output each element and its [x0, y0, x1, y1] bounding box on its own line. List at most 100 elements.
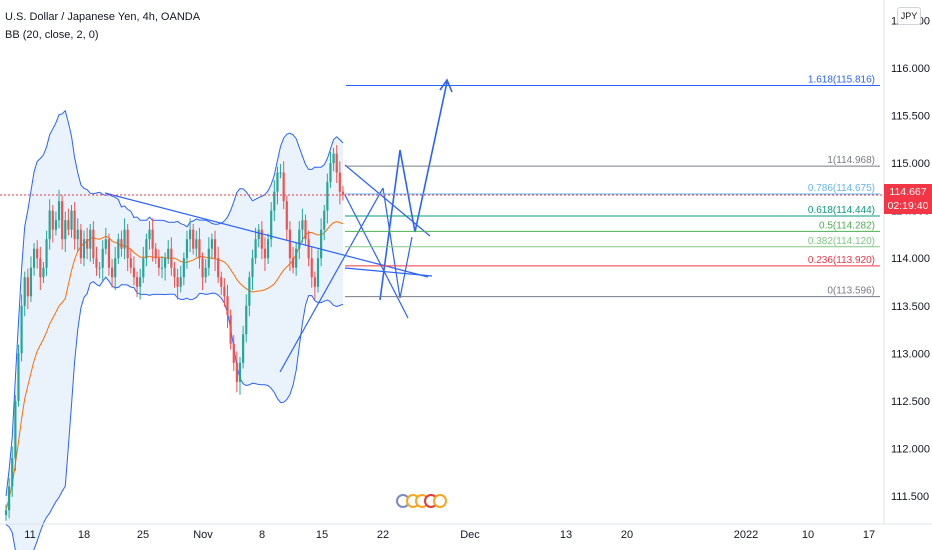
candle-body — [282, 172, 285, 202]
candle-body — [291, 258, 295, 268]
candle-body — [73, 210, 76, 240]
candle-body — [201, 258, 204, 278]
candle-body — [164, 258, 167, 268]
candle-body — [323, 210, 326, 230]
candle-body — [104, 239, 107, 249]
candle-body — [263, 248, 267, 259]
time-tick-label: 13 — [560, 529, 572, 541]
candle-body — [86, 239, 89, 249]
candle-body — [135, 277, 139, 287]
candle-body — [89, 229, 92, 249]
indicator-legend[interactable]: BB (20, close, 2, 0) — [5, 29, 99, 41]
price-tick-label: 116.000 — [891, 63, 930, 75]
candle-body — [79, 229, 82, 259]
candle-body — [126, 229, 129, 259]
event-icon[interactable] — [433, 494, 447, 508]
currency-button[interactable]: JPY — [897, 7, 921, 25]
candle-body — [192, 229, 195, 249]
candle-body — [129, 258, 132, 268]
candle-body — [235, 362, 238, 382]
trend-line — [104, 192, 429, 278]
fibonacci-retracement: 1.618(115.816) 1(114.968) 0.786(114.675) 0.… — [345, 75, 880, 298]
candle-body — [142, 258, 145, 278]
price-tick-label: 112.000 — [891, 443, 930, 455]
candle-body — [23, 277, 26, 306]
fib-level-label: 0.5(114.282) — [819, 220, 875, 231]
candle-body — [226, 296, 229, 316]
candle-body — [145, 239, 148, 259]
time-tick-label: Nov — [193, 529, 213, 541]
trend-line — [344, 194, 409, 319]
candle-body — [304, 220, 307, 240]
price-axis: 111.500 112.000 112.500 113.000 113.500 114.0… — [891, 15, 930, 503]
candle-body — [257, 229, 260, 240]
candle-body — [204, 267, 207, 278]
candle-body — [307, 239, 310, 259]
price-tick-label: 113.000 — [891, 348, 930, 360]
trend-line — [382, 187, 401, 299]
price-tick-label: 111.500 — [891, 491, 929, 503]
trend-line — [344, 164, 431, 237]
candle-body — [4, 510, 8, 516]
fib-level-label: 1.618(115.816) — [808, 75, 875, 86]
candle-body — [42, 267, 45, 278]
candle-body — [298, 229, 301, 249]
trend-line — [279, 187, 384, 373]
candle-body — [51, 210, 54, 230]
candle-body — [20, 305, 23, 354]
candle-body — [67, 220, 70, 230]
time-tick-label: 20 — [621, 529, 633, 541]
candle-body — [98, 267, 101, 269]
fib-level-label: 0.618(114.444) — [808, 205, 875, 216]
candle-body — [132, 267, 136, 278]
candle-body — [213, 239, 217, 259]
symbol-title: U.S. Dollar / Japanese Yen, 4h, OANDA — [5, 11, 201, 23]
candle-body — [45, 239, 48, 268]
fib-level-label: 0.786(114.675) — [808, 183, 875, 194]
candle-body — [341, 191, 345, 195]
candle-body — [273, 191, 276, 211]
candle-body — [48, 210, 51, 240]
candle-body — [270, 210, 273, 240]
candle-body — [167, 248, 170, 259]
time-tick-label: 17 — [863, 529, 875, 541]
candle-body — [39, 258, 42, 278]
candle-body — [110, 267, 114, 278]
candle-body — [320, 229, 323, 259]
time-axis: 11 18 25 Nov 8 15 22 Dec 13 20 2022 10 17 — [24, 529, 875, 541]
candle-body — [285, 201, 288, 230]
price-tick-label: 114.000 — [891, 253, 930, 265]
bollinger-bands — [5, 109, 344, 550]
candle-body — [301, 220, 304, 230]
bb-fill — [6, 110, 343, 550]
candle-body — [157, 258, 160, 268]
bb-upper-band — [5, 109, 344, 497]
candle-body — [207, 248, 210, 268]
time-tick-label: 11 — [24, 529, 35, 541]
candle-body — [95, 258, 98, 268]
candle-body — [154, 248, 157, 259]
candle-body — [220, 277, 223, 287]
candle-body — [139, 277, 142, 287]
candle-body — [198, 239, 201, 259]
trend-line — [399, 236, 413, 299]
candle-body — [92, 229, 95, 259]
time-tick-label: 15 — [316, 529, 328, 541]
candle-body — [26, 277, 29, 297]
trend-line — [344, 267, 433, 277]
price-tick-label: 112.500 — [891, 396, 930, 408]
candle-body — [8, 486, 11, 511]
candle-body — [76, 229, 79, 240]
projection-path — [379, 81, 448, 301]
bb-lower-band — [5, 276, 344, 550]
candle-body — [151, 229, 154, 249]
candle-body — [82, 239, 86, 259]
candle-body — [107, 239, 111, 268]
candle-body — [295, 248, 298, 268]
candle-body — [335, 153, 338, 173]
candle-body — [332, 153, 335, 164]
candle-body — [11, 457, 14, 487]
candle-body — [338, 172, 341, 192]
time-tick-label: 2022 — [734, 529, 758, 541]
